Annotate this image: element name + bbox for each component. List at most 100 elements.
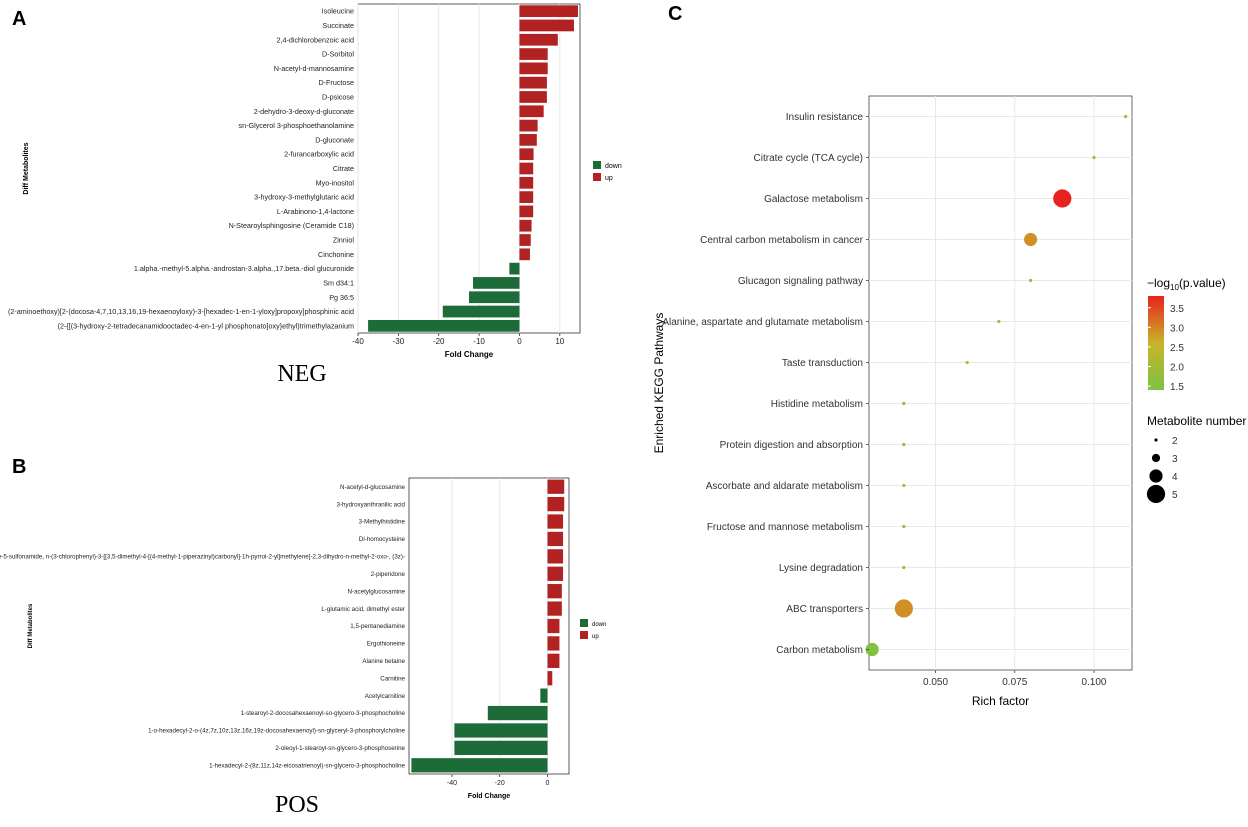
panel-a-bar <box>519 48 548 60</box>
panel-c-pathway-label: Ascorbate and aldarate metabolism <box>706 481 863 492</box>
panel-a-category-label: 2,4-dichlorobenzoic acid <box>276 35 354 44</box>
panel-a-category-label: Citrate <box>333 164 354 173</box>
panel-a-bar <box>519 105 544 118</box>
panel-a-bar <box>473 277 520 289</box>
panel-b-category-label: 1-stearoyl-2-docosahexaenoyl-sn-glycero-… <box>241 710 406 717</box>
panel-c-pathway-label: Fructose and mannose metabolism <box>707 522 863 533</box>
panel-a-category-label: D-psicose <box>322 92 354 101</box>
panel-c-plot-frame <box>868 95 1133 671</box>
panel-c-point <box>902 442 906 447</box>
panel-c-point <box>997 319 1001 324</box>
panel-a-bar <box>519 148 534 161</box>
panel-a-category-label: (2-{[(3-hydroxy-2-tetradecanamidooctadec… <box>58 321 354 330</box>
panel-c-size-legend-circle <box>1146 484 1166 504</box>
panel-a-bar <box>519 76 547 89</box>
panel-a-bar <box>519 33 558 46</box>
panel-c-point <box>1024 232 1038 247</box>
panel-b-bar <box>540 688 548 703</box>
panel-b-bar <box>454 740 548 756</box>
panel-c-point <box>902 524 906 529</box>
panel-b-category-label: 3-hydroxyanthranilic acid <box>337 501 406 508</box>
panel-b-legend-label: up <box>592 634 599 640</box>
panel-c-point <box>1092 155 1096 160</box>
panel-b-legend-label: down <box>592 622 606 628</box>
panel-a-bar <box>519 62 548 75</box>
panel-a-xtick-label: 0 <box>517 337 522 346</box>
panel-a-category-label: Isoleucine <box>322 7 354 16</box>
panel-c-pathway-label: Central carbon metabolism in cancer <box>700 235 864 246</box>
panel-c-xtick-label: 0.075 <box>1002 677 1027 688</box>
panel-a-category-label: D-Fructose <box>318 78 354 87</box>
panel-c-size-legend-label: 5 <box>1172 490 1178 501</box>
panel-a-bar <box>519 19 574 32</box>
panel-b-xaxis-label: Fold Change <box>468 793 510 800</box>
panel-c-colorbar-tick-label: 2.5 <box>1170 343 1184 354</box>
panel-a-category-label: D-gluconate <box>315 135 354 144</box>
panel-c-pathway-label: Alanine, aspartate and glutamate metabol… <box>662 317 863 328</box>
panel-a-bar <box>519 119 538 132</box>
panel-a-category-label: Sm d34:1 <box>323 278 354 287</box>
panel-c-pathway-label: Carbon metabolism <box>776 645 863 656</box>
panel-c-size-legend-circle <box>1154 438 1158 442</box>
panel-a-xaxis-label: Fold Change <box>445 350 494 359</box>
colorbar-title-suffix: (p.value) <box>1179 276 1226 290</box>
panel-b-bar <box>411 758 548 773</box>
panel-a-category-label: 2-dehydro-3-deoxy-d-gluconate <box>254 107 354 116</box>
panel-b-xtick-label: -40 <box>447 780 457 787</box>
panel-b-chart: N-acetyl-d-glucosamine 3-hydroxyanthranil… <box>0 477 606 800</box>
panel-a-legend-swatch <box>593 173 601 181</box>
panel-c-point <box>902 483 906 488</box>
panel-b-category-label: Acetylcarnitine <box>365 693 406 700</box>
panel-c-colorbar <box>1148 296 1164 390</box>
panel-a-bar <box>469 291 520 304</box>
panel-a-bar <box>519 191 534 203</box>
panel-a-bar <box>519 134 537 146</box>
panel-a-category-label: Myo-inositol <box>316 178 355 187</box>
panel-c-pathway-label: Taste transduction <box>782 358 863 369</box>
panel-b-category-label: 1-hexadecyl-2-(8z,11z,14z-eicosatrienoyl… <box>209 762 405 769</box>
panel-b-category-label: 3-Methylhistidine <box>359 519 406 526</box>
panel-c-point <box>965 360 969 365</box>
panel-a-category-label: 1.alpha.-methyl-5.alpha.-androstan-3.alp… <box>134 264 354 273</box>
panel-a-category-label: L-Arabinono-1,4-lactone <box>277 207 354 216</box>
panel-a-category-label: D-Sorbitol <box>322 50 354 59</box>
panel-b-category-label: 1h-indole-5-sulfonamide, n-(3-chlorophen… <box>0 554 405 561</box>
panel-a-category-label: Zinniol <box>333 236 355 245</box>
panel-b-bar <box>547 618 560 634</box>
panel-b-bar <box>547 601 562 616</box>
panel-a-legend-swatch <box>593 161 601 169</box>
colorbar-title-subscript: 10 <box>1170 283 1179 292</box>
panel-b-yaxis-label: Diff Metabolites <box>28 603 34 648</box>
panel-c-xtick-label: 0.050 <box>923 677 948 688</box>
panel-a-category-label: 2-furancarboxylic acid <box>284 150 354 159</box>
panel-a-xtick-label: -40 <box>352 337 364 346</box>
panel-c-colorbar-tick-label: 3.0 <box>1170 323 1184 334</box>
panel-b-bar <box>547 514 564 529</box>
panel-a-bar <box>519 219 532 232</box>
panel-c-yaxis-label: Enriched KEGG Pathways <box>652 313 666 454</box>
panel-b-bar <box>454 723 548 738</box>
panel-c-xaxis-label: Rich factor <box>972 694 1029 708</box>
panel-b-bar <box>547 496 565 512</box>
panel-c-size-legend-label: 3 <box>1172 454 1178 465</box>
panel-b-category-label: 1,5-pentanediamine <box>350 623 405 630</box>
panel-c-point <box>865 642 879 657</box>
panel-c-colorbar-tick-label: 1.5 <box>1170 382 1184 393</box>
panel-c-size-legend-title: Metabolite number <box>1147 414 1246 428</box>
panel-a-xtick-label: -10 <box>473 337 485 346</box>
panel-b-bar <box>547 584 562 599</box>
panel-a-label: A <box>12 8 26 30</box>
panel-c-point <box>1029 278 1033 283</box>
panel-b-bar <box>547 566 564 581</box>
panel-a-xtick-label: -20 <box>433 337 445 346</box>
panel-a-category-label: Pg 36:5 <box>329 293 354 302</box>
panel-a-legend-label: down <box>605 163 622 170</box>
panel-b-label: B <box>12 456 26 478</box>
panel-c-point <box>902 401 906 406</box>
panel-b-bar <box>547 549 564 564</box>
panel-a-category-label: Cinchonine <box>318 250 354 259</box>
panel-c-size-legend-label: 4 <box>1172 472 1178 483</box>
panel-b-category-label: N-acetylglucosamine <box>348 588 406 595</box>
panel-b-bar <box>547 531 564 547</box>
panel-c-pathway-label: Insulin resistance <box>786 112 864 123</box>
